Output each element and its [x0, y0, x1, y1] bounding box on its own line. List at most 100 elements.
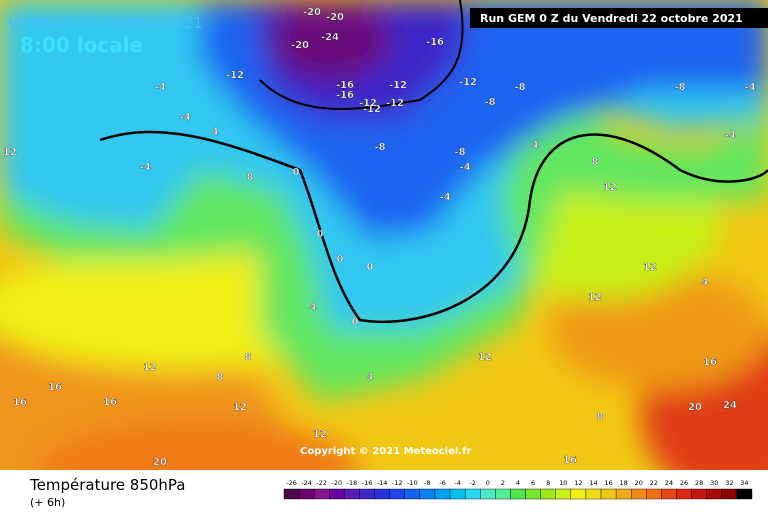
- scale-swatch: [585, 488, 602, 500]
- contour-label: -12: [363, 104, 381, 115]
- scale-swatch: [313, 488, 330, 500]
- contour-label: 12: [143, 362, 157, 373]
- contour-label: 12: [588, 292, 602, 303]
- contour-label: 0: [337, 254, 344, 265]
- contour-label: 4: [212, 127, 219, 138]
- scale-swatch: [434, 488, 451, 500]
- contour-label: -8: [674, 82, 685, 93]
- contour-label: 12: [313, 429, 327, 440]
- contour-label: 20: [688, 402, 702, 413]
- scale-label: 8: [546, 479, 550, 487]
- scale-swatch: [570, 488, 587, 500]
- contour-label: 20: [153, 457, 167, 468]
- contour-label: 0: [317, 229, 324, 240]
- scale-swatch: [404, 488, 421, 500]
- scale-swatch: [646, 488, 662, 500]
- scale-label: -2: [469, 479, 475, 487]
- contour-label: 8: [245, 352, 252, 363]
- contour-label: 4: [532, 140, 539, 151]
- scale-swatch: [480, 488, 496, 500]
- contour-label: 12: [603, 182, 617, 193]
- scale-label: 16: [604, 479, 612, 487]
- scale-swatch: [631, 488, 647, 500]
- contour-label: 16: [48, 382, 62, 393]
- contour-label: -24: [321, 32, 339, 43]
- scale-swatch: [464, 488, 481, 500]
- scale-label: -20: [332, 479, 343, 487]
- contour-label: -4: [439, 192, 450, 203]
- contour-label: -4: [154, 82, 165, 93]
- contour-label: -12: [459, 77, 477, 88]
- scale-swatch: [555, 488, 572, 500]
- scale-swatch: [661, 488, 677, 500]
- scale-label: 34: [740, 479, 748, 487]
- contour-label: 8: [247, 172, 254, 183]
- copyright: Copyright © 2021 Meteociel.fr: [300, 446, 471, 457]
- scale-label: 26: [680, 479, 688, 487]
- lead-time: (+ 6h): [30, 496, 65, 509]
- contour-label: 8: [592, 157, 599, 168]
- scale-swatch: [540, 488, 556, 500]
- contour-label: -4: [139, 162, 150, 173]
- contour-label: 12: [233, 402, 247, 413]
- scale-label: 32: [725, 479, 733, 487]
- contour-label: 4: [310, 302, 317, 313]
- scale-swatch: [298, 488, 315, 500]
- contour-label: 12: [643, 262, 657, 273]
- scale-label: -14: [377, 479, 388, 487]
- scale-label: 6: [531, 479, 535, 487]
- scale-swatch: [419, 488, 436, 500]
- contour-label: 0: [293, 167, 300, 178]
- scale-swatch: [329, 488, 345, 500]
- scale-label: -12: [392, 479, 403, 487]
- scale-swatch: [736, 488, 753, 500]
- scale-swatch: [676, 488, 692, 500]
- contour-label: -4: [724, 130, 735, 141]
- contour-label: -8: [484, 97, 495, 108]
- run-info: Run GEM 0 Z du Vendredi 22 octobre 2021: [480, 12, 743, 25]
- scale-swatch: [525, 488, 541, 500]
- scale-label: 20: [635, 479, 643, 487]
- contour-label: 16: [563, 455, 577, 466]
- contour-label: 12: [3, 147, 17, 158]
- scale-label: 4: [516, 479, 520, 487]
- scale-label: -4: [454, 479, 460, 487]
- contour-label: -20: [291, 40, 309, 51]
- contour-label: -8: [454, 147, 465, 158]
- scale-label: -16: [362, 479, 373, 487]
- scale-label: 30: [710, 479, 718, 487]
- scale-swatch: [600, 488, 617, 500]
- contour-label: -16: [426, 37, 444, 48]
- contour-labels: -20 -20-24-20-16-16-12-12-16-12 -12-12 -12-…: [3, 7, 756, 468]
- scale-swatch: [495, 488, 511, 500]
- date: Vendredi 22 octobre 2021: [8, 14, 203, 32]
- scale-swatch: [721, 488, 738, 500]
- contour-label: -12: [226, 70, 244, 81]
- scale-label: 12: [574, 479, 582, 487]
- scale-label: 18: [620, 479, 628, 487]
- color-scale: -26 -24 -22 -20 -18 -16 -14 -12 -10 -8 -6 -4 -2 0 2 4 6 8…: [283, 479, 753, 500]
- scale-label: 28: [695, 479, 703, 487]
- contour-label: 24: [723, 400, 737, 411]
- scale-label: -18: [347, 479, 358, 487]
- scale-label: -22: [316, 479, 327, 487]
- contour-label: -8: [374, 142, 385, 153]
- contour-label: 4: [367, 372, 374, 383]
- contour-label: -4: [179, 112, 190, 123]
- scale-swatch: [691, 488, 707, 500]
- time: 8:00 locale: [20, 33, 143, 57]
- contour-label: -4: [744, 82, 755, 93]
- scale-label: 22: [650, 479, 658, 487]
- contour-label: 16: [103, 397, 117, 408]
- contour-label: 8: [597, 412, 604, 423]
- scale-swatch: [449, 488, 466, 500]
- scale-swatch: [283, 488, 300, 500]
- scale-swatch: [510, 488, 526, 500]
- scale-label: 14: [589, 479, 597, 487]
- contour-label: -12: [359, 98, 377, 109]
- scale-label: -10: [407, 479, 418, 487]
- contour-label: -16: [336, 80, 354, 91]
- contour-label: -12: [386, 98, 404, 109]
- scale-label: 2: [501, 479, 505, 487]
